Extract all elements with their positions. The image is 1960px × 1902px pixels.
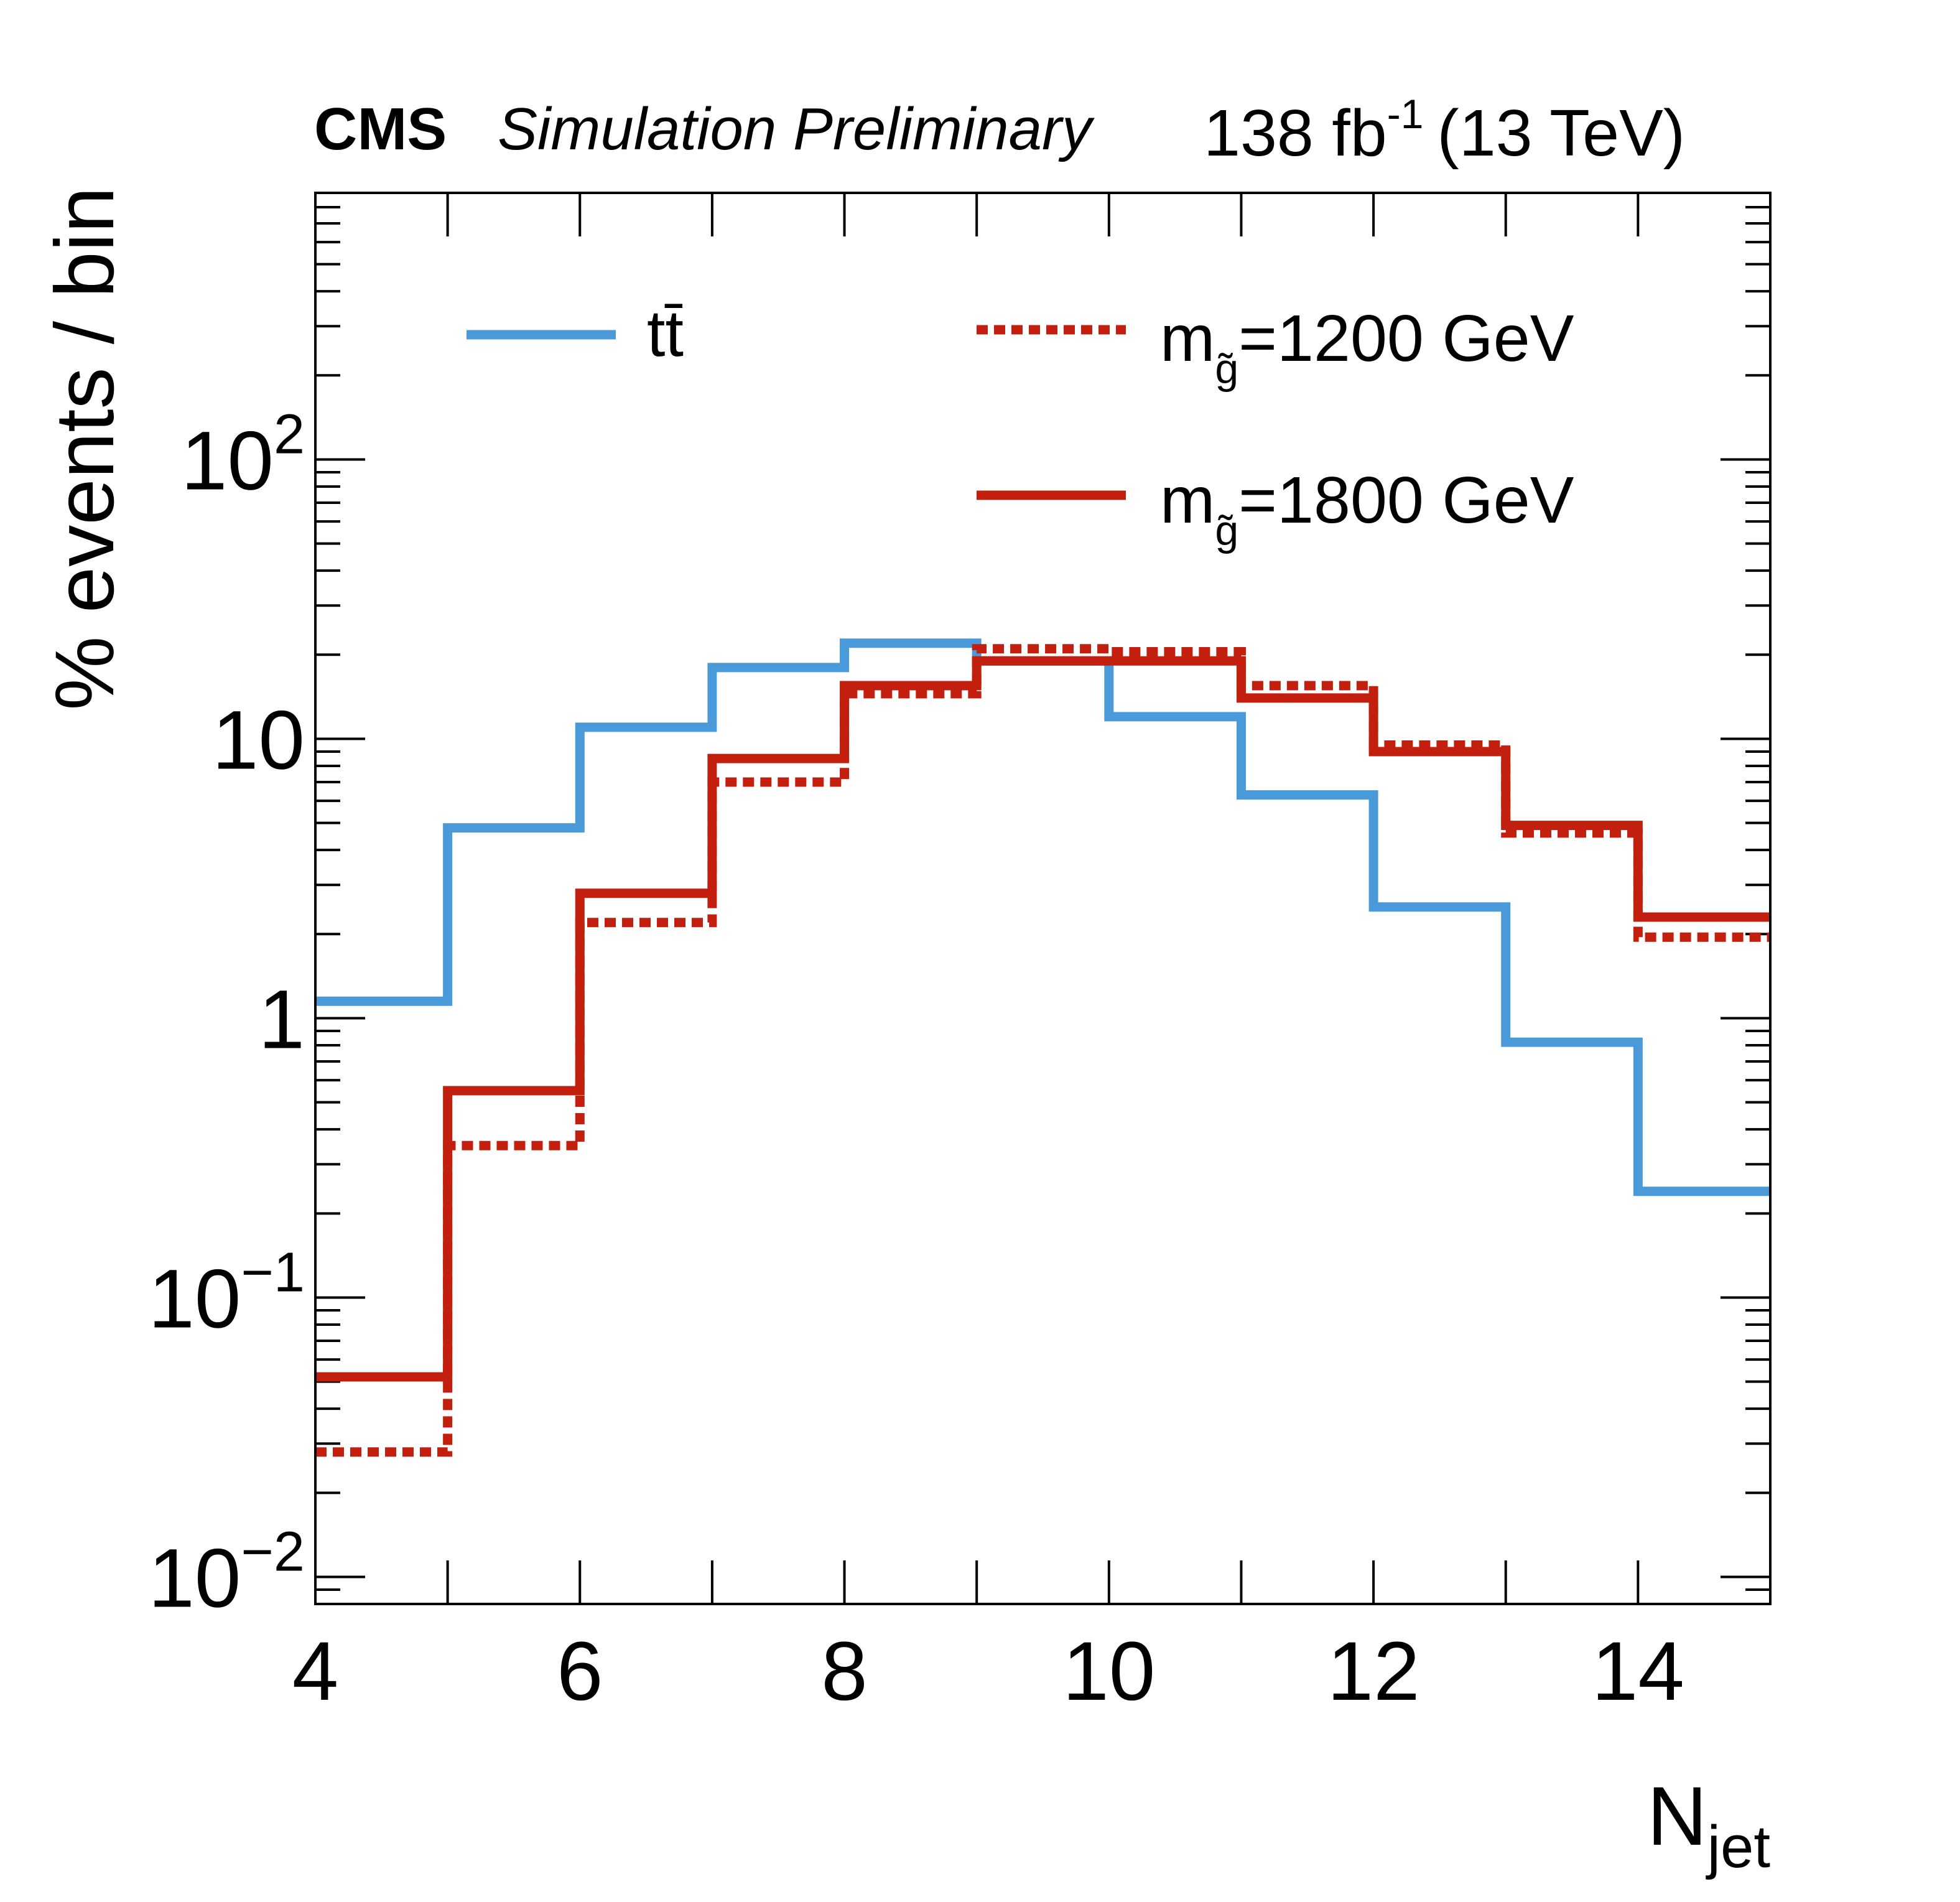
legend-m1200-sub: g̃	[1215, 345, 1238, 393]
legend-m1200-value: =1200 GeV	[1238, 302, 1574, 375]
x-axis-title-sub: jet	[1706, 1814, 1770, 1880]
legend-m1800-sub: g̃	[1215, 507, 1238, 554]
x-tick-label: 10	[1062, 1625, 1155, 1718]
plot-frame	[314, 192, 1772, 1605]
y-tick-label: 1	[258, 973, 305, 1066]
x-tick-label: 8	[821, 1625, 868, 1718]
legend-label-m1800: mg̃=1800 GeV	[1160, 464, 1574, 554]
series-2-line	[315, 656, 1770, 1382]
legend: tt̄ mg̃=1200 GeV mg̃=1800 GeV	[467, 297, 1574, 554]
series-1-line	[315, 644, 1770, 1457]
series-layer	[315, 638, 1770, 1457]
y-tick-label: 10	[212, 694, 305, 786]
y-axis-title: % events / bin	[39, 187, 131, 711]
x-axis-title-main: N	[1647, 1770, 1707, 1863]
lumi-exponent: -1	[1387, 91, 1424, 137]
energy-label: (13 TeV)	[1437, 96, 1685, 170]
series-0-line	[315, 638, 1770, 1196]
x-axis-title: Njet	[1647, 1770, 1770, 1880]
legend-m1800-prefix: m	[1160, 464, 1215, 537]
x-tick-label: 4	[292, 1625, 339, 1718]
lumi-value: 138 fb	[1204, 96, 1387, 170]
legend-m1800-value: =1800 GeV	[1238, 464, 1574, 537]
x-tick-label: 12	[1327, 1625, 1420, 1718]
lumi-label: 138 fb-1 (13 TeV)	[1204, 91, 1685, 170]
legend-m1200-prefix: m	[1160, 302, 1215, 375]
experiment-label: CMS	[314, 96, 447, 162]
legend-label-m1200: mg̃=1200 GeV	[1160, 302, 1574, 393]
x-tick-label: 6	[557, 1625, 603, 1718]
status-label: Simulation Preliminary	[498, 96, 1095, 162]
y-tick-label: 10−2	[148, 1521, 305, 1625]
y-tick-label: 10−1	[148, 1241, 305, 1345]
y-tick-label: 102	[181, 403, 305, 507]
x-tick-label: 14	[1592, 1625, 1684, 1718]
legend-label-ttbar: tt̄	[647, 297, 684, 370]
ticks-layer: 4 6 8 10 12 14 10−2 10−1 1 10 102	[148, 192, 1772, 1718]
